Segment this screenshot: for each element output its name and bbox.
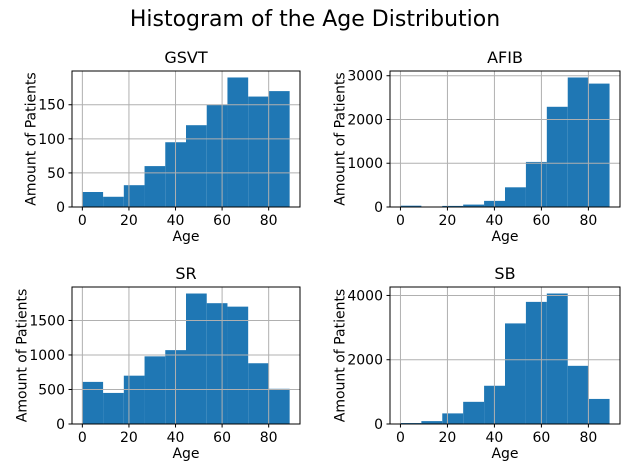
axes-spines (389, 286, 621, 425)
histogram-bar (227, 306, 249, 424)
subplot-sr: 0 20 40 60 80 0 500 1000 1500 SR Age Amount of Pati… (14, 264, 301, 462)
histogram-bar (567, 77, 589, 207)
y-tick-label: 4000 (347, 288, 383, 304)
x-tick-label: 60 (213, 430, 231, 446)
histogram-bar (103, 196, 124, 207)
y-axis-label: Amount of Patients (332, 72, 348, 205)
x-axis-label: Age (491, 446, 518, 462)
y-tick-label: 1000 (347, 156, 383, 172)
histogram-bar (505, 323, 526, 424)
subplot-title: AFIB (487, 48, 523, 67)
histogram-bar (248, 363, 269, 424)
x-tick-label: 0 (78, 430, 87, 446)
x-tick-label: 40 (167, 430, 185, 446)
y-axis-label: Amount of Patients (14, 289, 30, 422)
histogram-bar (268, 388, 290, 424)
histogram-bar (421, 421, 443, 424)
histogram-bar (186, 125, 207, 207)
y-tick-label: 1000 (29, 348, 65, 364)
y-tick-label: 0 (56, 417, 65, 433)
figure-title: Histogram of the Age Distribution (129, 7, 501, 32)
subplot-gsvt: 0 20 40 60 80 0 50 100 150 GSVT Age Amount of Patie… (23, 48, 301, 245)
x-tick-label: 60 (533, 213, 551, 229)
histogram-bar (144, 166, 166, 207)
x-tick-label: 20 (439, 213, 457, 229)
histogram-bar (442, 205, 464, 207)
subplot-title: SR (175, 264, 196, 283)
histogram-bar (525, 301, 547, 424)
histogram-bar (588, 83, 610, 207)
histogram-bar (525, 161, 547, 207)
x-tick-label: 80 (260, 430, 278, 446)
histogram-bar (442, 413, 464, 424)
histogram-bar (463, 401, 485, 424)
y-axis-label: Amount of Patients (23, 72, 39, 205)
histogram-bar (546, 293, 568, 424)
histogram-bar (206, 303, 228, 424)
histogram-bar (206, 104, 228, 207)
histogram-bar (82, 381, 104, 424)
histogram-bar (400, 205, 422, 207)
subplot-title: SB (494, 264, 515, 283)
histogram-bar (546, 106, 568, 207)
axes-spines (389, 70, 621, 208)
x-tick-label: 60 (533, 430, 551, 446)
histogram-bar (186, 293, 207, 424)
x-tick-label: 20 (120, 430, 138, 446)
histogram-bar (123, 185, 145, 207)
x-tick-label: 0 (396, 213, 405, 229)
x-tick-label: 0 (78, 213, 87, 229)
y-axis-label: Amount of Patients (332, 289, 348, 422)
histogram-bar (248, 96, 269, 207)
histogram-bar (123, 375, 145, 424)
y-tick-label: 500 (38, 382, 65, 398)
x-tick-label: 60 (213, 213, 231, 229)
subplot-afib: 0 20 40 60 80 0 1000 2000 3000 AFIB Age Amount of P… (332, 48, 621, 245)
histogram-bar (505, 187, 526, 207)
y-tick-label: 1500 (29, 313, 65, 329)
histogram-bar (588, 398, 610, 424)
x-tick-label: 40 (486, 430, 504, 446)
y-tick-label: 2000 (347, 353, 383, 369)
x-tick-label: 20 (120, 213, 138, 229)
x-tick-label: 80 (579, 213, 597, 229)
x-tick-label: 0 (396, 430, 405, 446)
x-tick-label: 80 (579, 430, 597, 446)
histogram-bar (82, 192, 104, 207)
histogram-bar (227, 77, 249, 207)
y-tick-label: 2000 (347, 112, 383, 128)
x-tick-label: 40 (486, 213, 504, 229)
y-tick-label: 3000 (347, 69, 383, 85)
subplot-sb: 0 20 40 60 80 0 2000 4000 SB Age Amount of Patient… (332, 264, 621, 462)
y-tick-label: 150 (38, 98, 65, 114)
x-axis-label: Age (172, 229, 199, 245)
histogram-bar (144, 356, 166, 424)
histogram-bar (567, 365, 589, 424)
x-tick-label: 80 (260, 213, 278, 229)
subplot-title: GSVT (164, 48, 208, 67)
histogram-bar (268, 91, 290, 207)
y-tick-label: 50 (47, 166, 65, 182)
histogram-bar (463, 204, 485, 207)
y-tick-label: 0 (374, 200, 383, 216)
y-tick-label: 0 (56, 200, 65, 216)
histogram-bar (103, 392, 124, 424)
x-axis-label: Age (172, 446, 199, 462)
y-tick-label: 100 (38, 132, 65, 148)
x-tick-label: 40 (167, 213, 185, 229)
axes-spines (71, 286, 301, 425)
y-tick-label: 0 (374, 417, 383, 433)
x-tick-label: 20 (439, 430, 457, 446)
x-axis-label: Age (491, 229, 518, 245)
